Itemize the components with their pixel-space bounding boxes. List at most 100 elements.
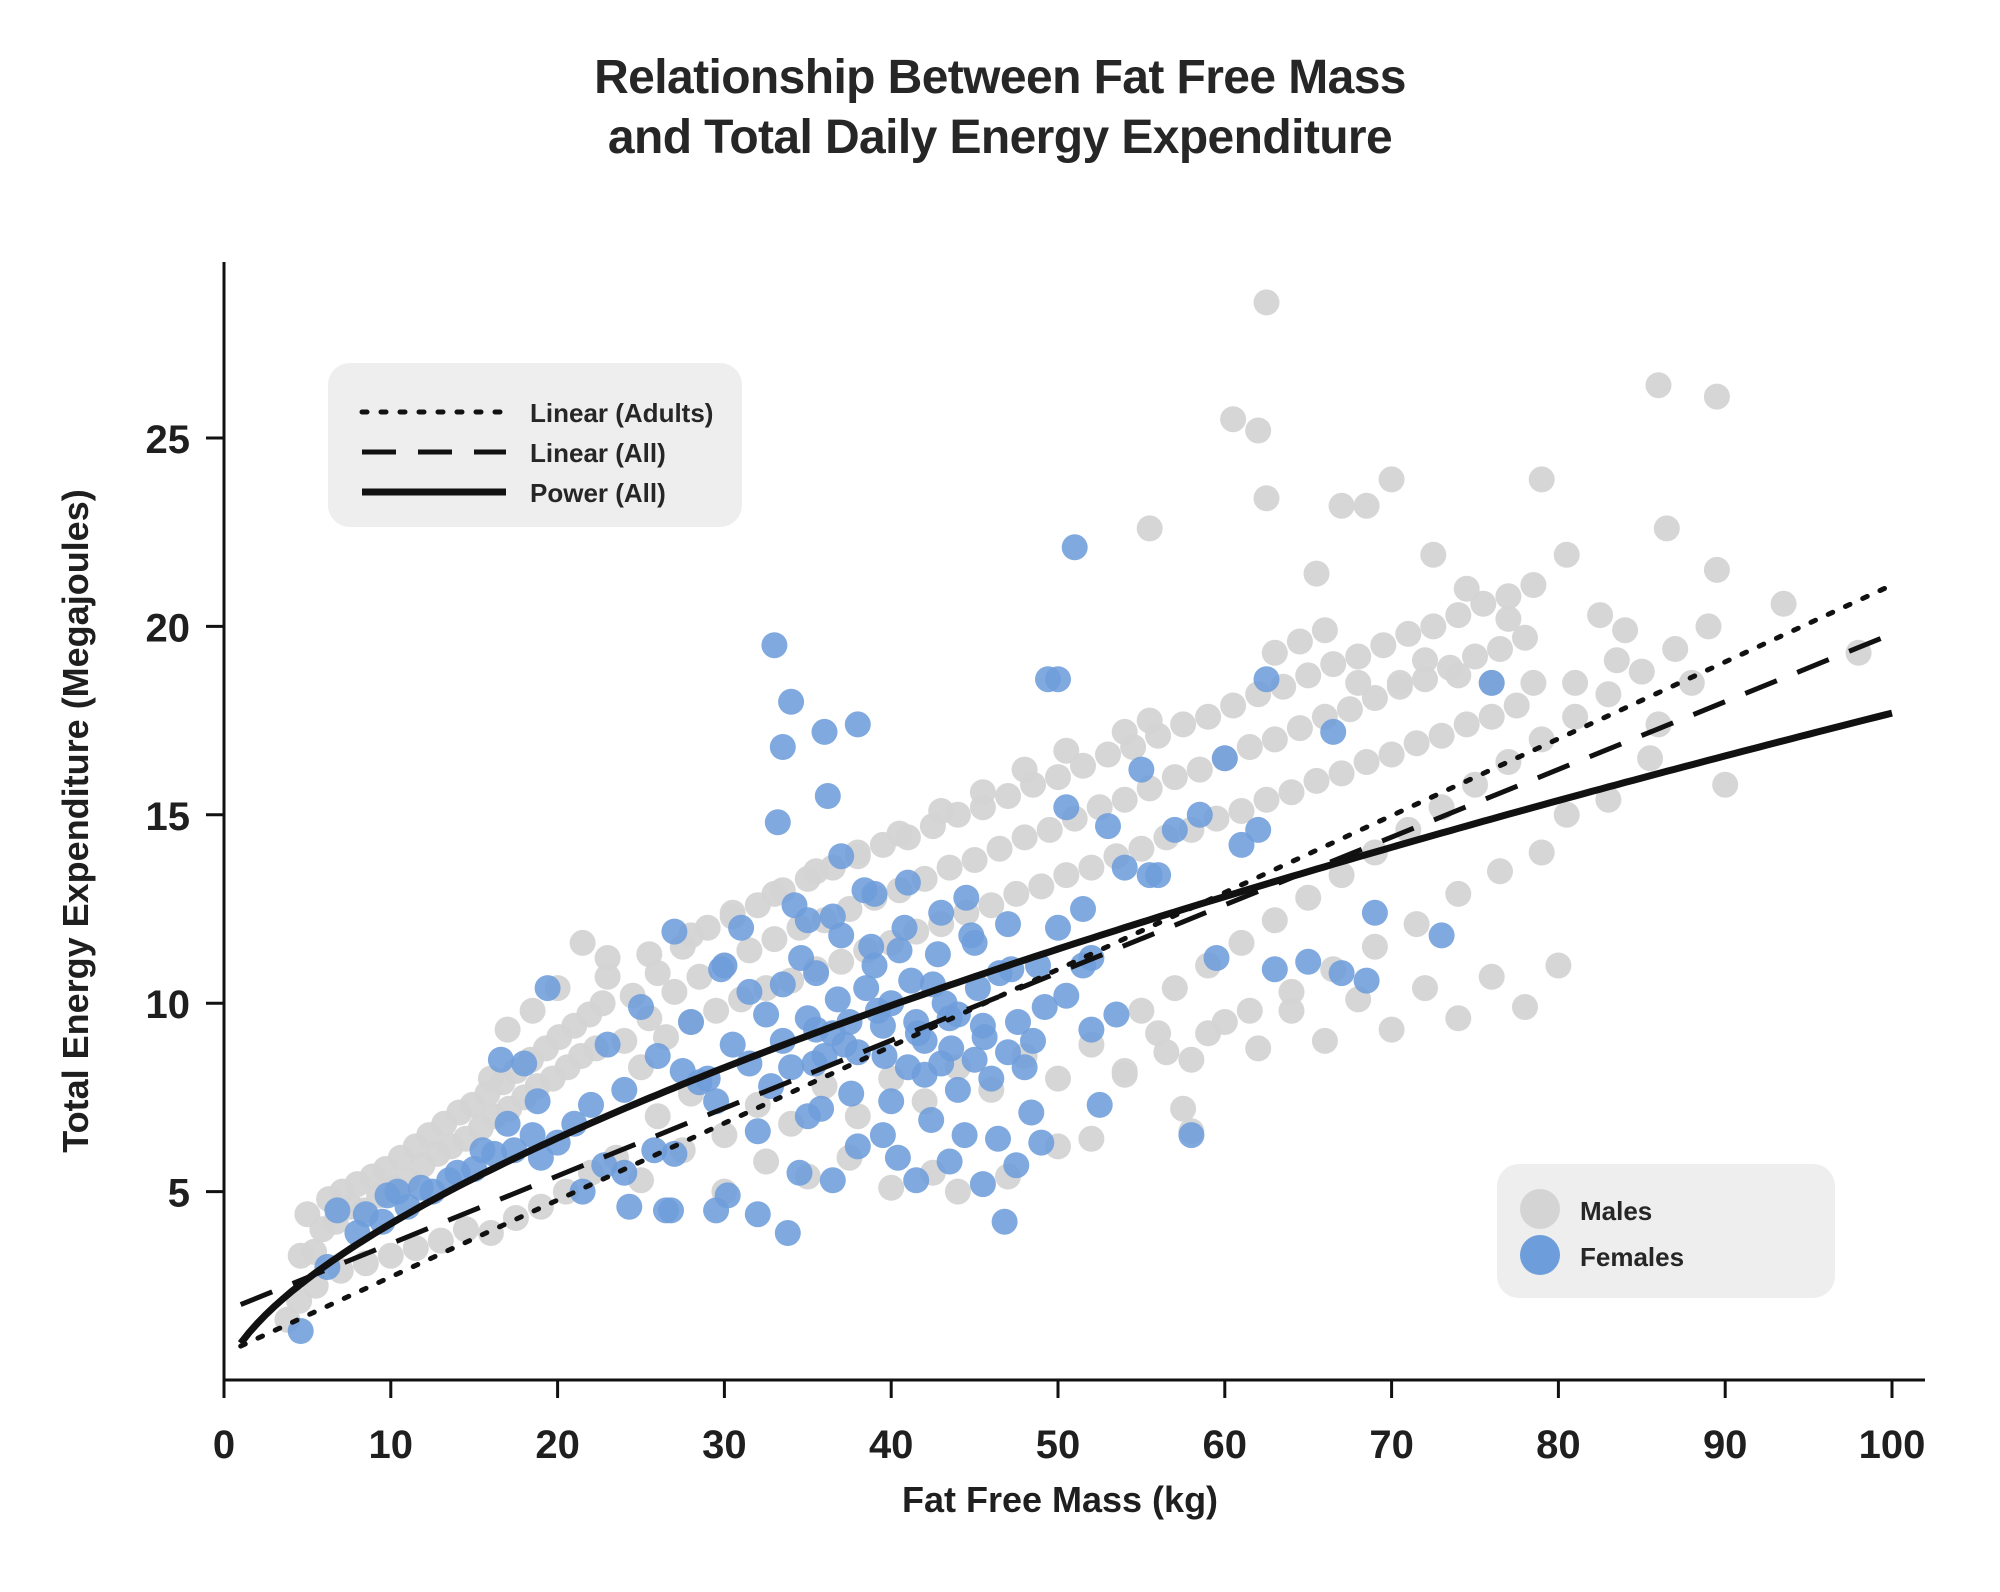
data-point [769,734,796,760]
data-point [838,1080,865,1107]
legend-label-power-all: Power (All) [530,478,666,508]
data-point [1061,534,1088,561]
series-males [274,289,1872,1333]
x-tick-label: 30 [702,1423,747,1467]
data-point [1195,1020,1222,1047]
legend-trend-lines[interactable]: Linear (Adults) Linear (All) Power (All) [328,363,742,527]
data-point [402,1235,429,1262]
data-point [871,1043,898,1069]
data-point [961,1046,988,1073]
data-point [936,1148,963,1175]
data-point [803,960,830,987]
data-point [928,798,955,824]
data-point [1320,718,1347,745]
data-point [1495,583,1522,610]
data-point [1703,556,1730,583]
trend-lines-layer [237,582,1895,1349]
data-point [1487,858,1513,885]
data-point [1003,880,1030,907]
data-point [1086,1091,1113,1118]
data-point [951,1122,978,1149]
data-point [1328,760,1355,787]
data-point [886,937,913,964]
data-point [886,820,913,847]
data-point [1053,862,1080,889]
data-point [1028,873,1055,900]
data-point [1428,722,1455,749]
legend-label-linear-all: Linear (All) [530,438,666,468]
y-tick-label: 25 [146,418,191,462]
data-point [1628,658,1655,685]
data-point [928,1050,955,1077]
males-color-swatch-icon [1520,1189,1560,1229]
data-point [1045,764,1071,791]
data-point [594,963,621,990]
data-point [1303,560,1330,587]
legend-item-females[interactable]: Females [1520,1235,1684,1275]
data-point [1353,492,1380,519]
data-point [1520,669,1547,696]
legend-groups[interactable]: Males Females [1497,1164,1835,1298]
data-point [844,711,871,738]
data-point [969,779,996,806]
data-point [1595,681,1622,708]
data-point [969,1171,996,1198]
data-point [641,1137,668,1164]
data-point [861,880,888,907]
data-point [961,847,988,873]
data-point [427,1227,454,1254]
data-point [1378,466,1405,493]
data-point [1612,617,1639,644]
data-point [1412,647,1438,674]
data-point [1770,590,1797,617]
data-point [1053,737,1080,764]
legend-item-linear-all[interactable]: Linear (All) [362,438,666,468]
data-point [1412,666,1438,693]
data-point [653,1197,679,1224]
data-point [711,952,738,979]
data-point [628,994,654,1020]
data-point [452,1216,479,1243]
data-point [1295,662,1322,689]
data-point [1512,994,1538,1020]
data-point [1428,922,1455,949]
data-point [924,941,951,968]
data-point [1320,651,1347,678]
data-point [377,1242,404,1269]
data-point [986,835,1013,862]
data-point [661,978,688,1005]
legend-item-power-all[interactable]: Power (All) [362,478,666,508]
data-points-layer [274,289,1872,1344]
data-point [578,1091,604,1118]
data-point [811,718,838,745]
data-point [1070,896,1096,922]
data-point [594,945,621,971]
data-point [1020,1027,1046,1054]
data-point [636,941,663,968]
legend-item-linear-adults[interactable]: Linear (Adults) [359,398,713,428]
data-point [928,899,955,926]
data-point [978,1065,1005,1092]
x-tick-label: 10 [369,1423,414,1467]
legend-item-males[interactable]: Males [1520,1189,1652,1229]
data-point [1053,982,1080,1009]
data-point [1128,997,1155,1024]
data-point [1036,816,1063,843]
legend-label-linear-adults: Linear (Adults) [530,398,713,428]
data-point [774,1220,801,1246]
data-point [524,1088,551,1115]
data-point [1311,1027,1338,1054]
data-point [1161,816,1188,843]
data-point [778,1054,805,1081]
data-point [1587,602,1614,629]
data-point [869,1012,896,1039]
data-point [944,1076,971,1103]
data-point [744,1201,771,1228]
data-point [1462,643,1488,670]
data-point [744,1118,771,1145]
data-point [1095,741,1121,768]
data-point [1386,669,1413,696]
data-point [803,858,830,885]
data-point [1078,854,1105,881]
